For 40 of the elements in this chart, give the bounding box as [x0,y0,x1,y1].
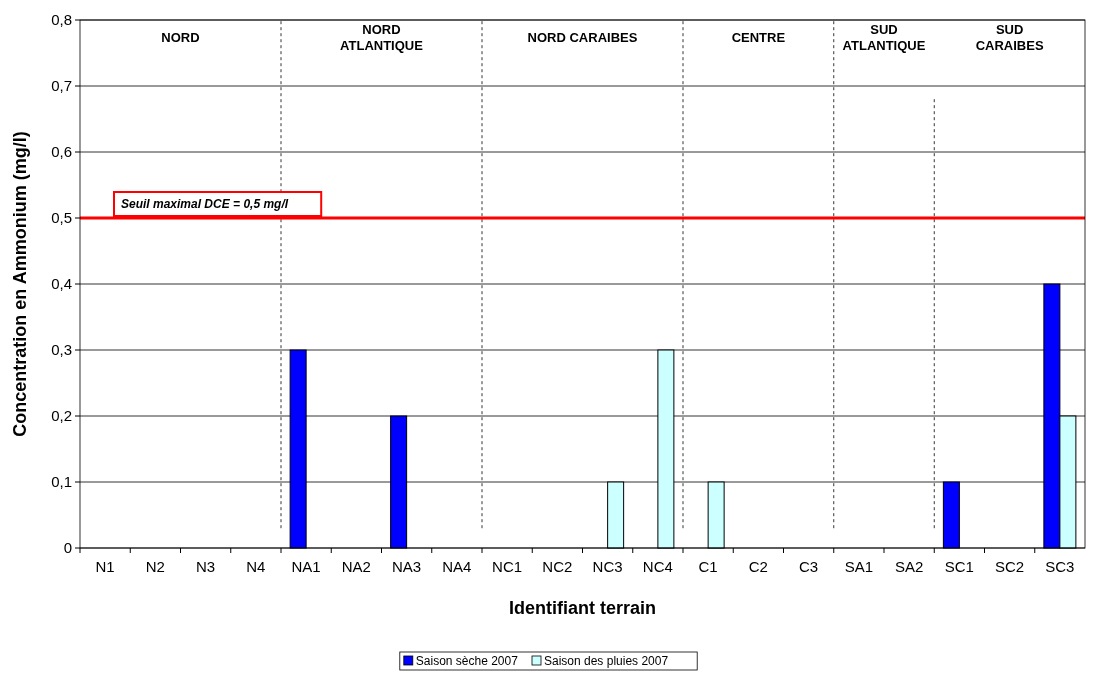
x-tick-label: N3 [196,558,216,575]
annotation: NORD CARAIBES [527,30,638,45]
x-axis-title: Identifiant terrain [508,598,657,618]
y-tick-label: 0 [63,539,72,556]
x-tick-label: C3 [799,558,819,575]
x-tick-label: SA1 [844,558,874,575]
y-tick-label: 0,6 [51,143,72,160]
annotation: NORD [161,30,200,45]
x-tick-label: NA4 [442,558,472,575]
y-tick-label: 0,3 [51,341,72,358]
x-tick-label: SA2 [894,558,924,575]
y-tick-label: 0,2 [51,407,72,424]
x-tick-label: SC1 [944,558,974,575]
ref-line-label: Seuil maximal DCE = 0,5 mg/l [121,197,289,211]
y-tick-label: 0,8 [51,11,72,28]
x-tick-label: N2 [145,558,165,575]
x-tick-label: NA1 [291,558,321,575]
annotation: CENTRE [731,30,786,45]
x-tick-label: NC2 [542,558,573,575]
y-axis-title: Concentration en Ammonium (mg/l) [10,131,30,437]
x-tick-label: N4 [246,558,266,575]
legend-label: Saison sèche 2007 [415,654,519,668]
y-tick-label: 0,4 [51,275,72,292]
y-tick-label: 0,5 [51,209,72,226]
y-tick-label: 0,7 [51,77,72,94]
annotation: SUD CARAIBES [975,22,1044,53]
legend-label: Saison des pluies 2007 [544,654,669,668]
x-tick-label: SC3 [1045,558,1075,575]
x-tick-label: NC1 [492,558,523,575]
x-tick-label: NC3 [592,558,623,575]
annotation: NORD ATLANTIQUE [340,22,424,53]
x-tick-label: C1 [698,558,718,575]
y-tick-label: 0,1 [51,473,72,490]
x-tick-label: NC4 [642,558,673,575]
x-tick-label: N1 [95,558,115,575]
x-tick-label: SC2 [995,558,1025,575]
x-tick-label: NA2 [341,558,371,575]
x-tick-label: C2 [748,558,768,575]
x-tick-label: NA3 [392,558,422,575]
annotation: SUD ATLANTIQUE [842,22,926,53]
